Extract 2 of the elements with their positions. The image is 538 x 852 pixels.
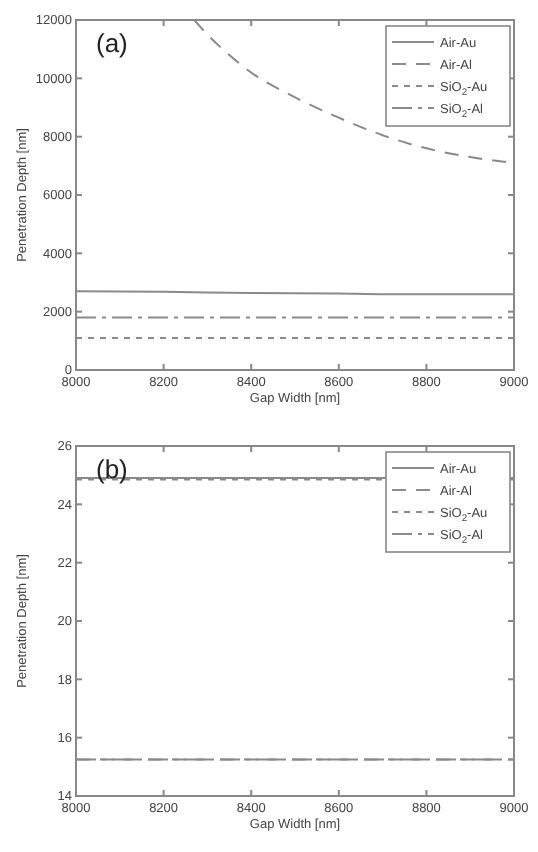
chart-title: (b)	[96, 454, 128, 484]
chart-title: (a)	[96, 28, 128, 58]
